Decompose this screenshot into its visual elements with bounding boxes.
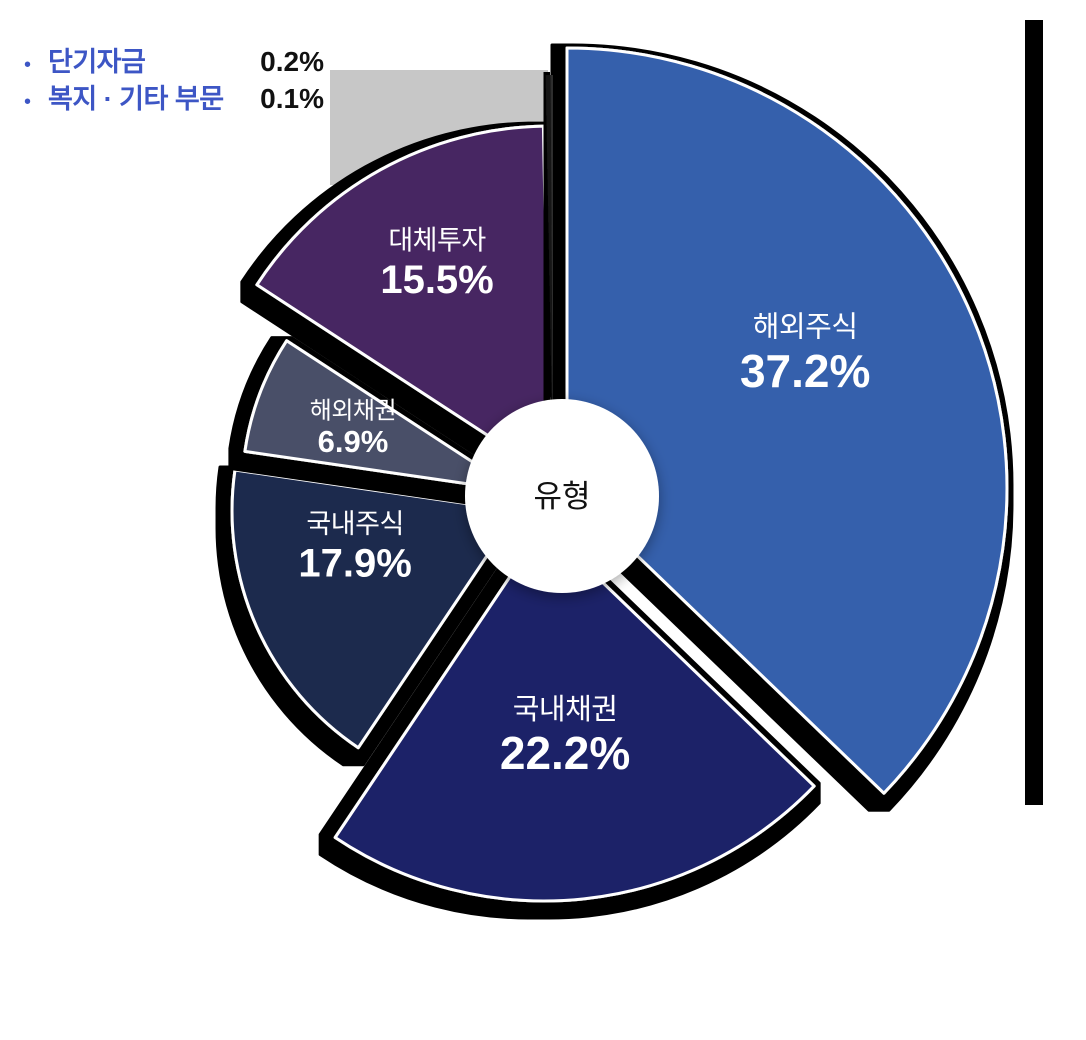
slice-value-text: 6.9% (318, 424, 389, 459)
slice-value-text: 17.9% (298, 542, 411, 586)
slice-label-4: 해외채권 6.9% (310, 397, 396, 459)
pie-slice-5 (255, 124, 552, 478)
slice-label-2: 국내채권 22.2% (500, 694, 630, 779)
legend-item-welfare-other: • 복지 · 기타 부문 0.1% (24, 77, 324, 114)
pie-slice-2 (333, 524, 816, 903)
slice-value-text: 15.5% (380, 258, 493, 302)
slice-label-5: 대체투자 15.5% (380, 225, 493, 302)
legend: • 단기자금 0.2% • 복지 · 기타 부문 0.1% (24, 40, 324, 114)
slice-name-text: 대체투자 (388, 225, 486, 255)
slice-value-text: 37.2% (740, 345, 870, 397)
pie-slice-6 (545, 75, 553, 470)
bullet-icon: • (24, 54, 32, 76)
legend-value: 0.2% (260, 46, 324, 77)
legend-label: 단기자금 (48, 47, 146, 77)
donut-center-label: 유형 (533, 479, 590, 514)
legend-label: 복지 · 기타 부문 (48, 84, 224, 114)
pie-slice-3 (230, 468, 519, 750)
pie-slice-4 (243, 339, 519, 493)
slice-name-text: 해외주식 (753, 312, 858, 344)
slice-name-text: 국내채권 (513, 694, 618, 726)
bullet-icon: • (24, 91, 32, 113)
legend-item-short-term-funds: • 단기자금 0.2% (24, 40, 324, 77)
slice-name-text: 해외채권 (310, 397, 396, 424)
pie-slices (230, 46, 1009, 903)
pie-slice-labels: 해외주식 37.2%국내채권 22.2%국내주식 17.9%해외채권 6.9%대체투자 1… (298, 225, 870, 778)
slice-value-text: 22.2% (500, 727, 630, 779)
slice-label-1: 해외주식 37.2% (740, 312, 870, 397)
slice-label-3: 국내주식 17.9% (298, 509, 411, 586)
pie-slice-7 (550, 74, 553, 470)
legend-value: 0.1% (260, 83, 324, 114)
pie-slice-1 (565, 46, 1009, 795)
right-edge-bar (1025, 20, 1043, 805)
slice-name-text: 국내주식 (306, 509, 403, 539)
donut-hole (465, 399, 659, 593)
